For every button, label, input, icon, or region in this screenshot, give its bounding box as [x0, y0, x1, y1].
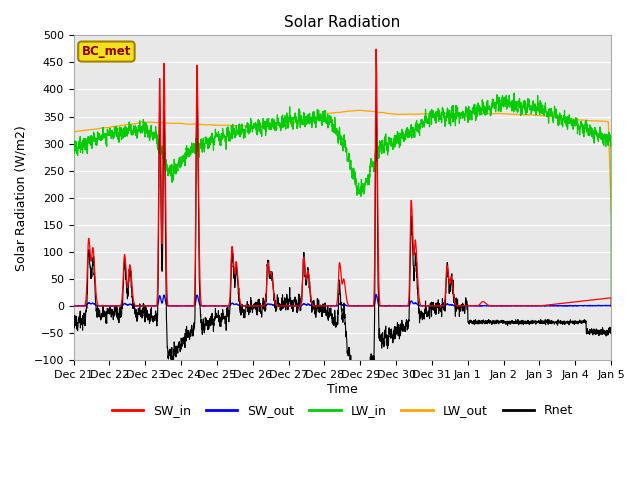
Line: SW_in: SW_in	[74, 49, 640, 306]
LW_out	[252, 123, 259, 129]
LW_out	[543, 113, 550, 119]
LW_out	[470, 111, 477, 117]
Rnet	[470, 318, 478, 324]
SW_out	[433, 303, 441, 309]
SW_out	[543, 303, 551, 309]
Line: LW_in: LW_in	[74, 93, 640, 306]
LW_out	[611, 303, 618, 309]
Rnet	[433, 301, 441, 307]
SW_out	[470, 303, 477, 309]
SW_in	[252, 303, 259, 309]
Rnet	[470, 320, 477, 325]
Title: Solar Radiation: Solar Radiation	[284, 15, 401, 30]
LW_out	[356, 108, 364, 113]
SW_in	[470, 303, 477, 309]
Rnet	[543, 318, 551, 324]
Rnet	[193, 95, 201, 101]
SW_out	[70, 303, 77, 309]
SW_in	[543, 302, 550, 308]
SW_in	[500, 303, 508, 309]
LW_out	[470, 111, 477, 117]
SW_out	[252, 303, 259, 309]
LW_in	[470, 103, 477, 108]
LW_out	[500, 111, 508, 117]
LW_in	[510, 90, 518, 96]
Legend: SW_in, SW_out, LW_in, LW_out, Rnet: SW_in, SW_out, LW_in, LW_out, Rnet	[107, 399, 578, 422]
X-axis label: Time: Time	[327, 383, 358, 396]
LW_in	[500, 95, 508, 100]
LW_in	[70, 138, 77, 144]
Line: LW_out: LW_out	[74, 110, 640, 306]
LW_in	[252, 126, 259, 132]
SW_out	[500, 303, 508, 309]
Rnet	[70, 313, 77, 319]
SW_out	[70, 303, 77, 309]
SW_out	[372, 291, 380, 297]
Rnet	[500, 320, 508, 326]
SW_in	[372, 47, 380, 52]
SW_in	[470, 303, 477, 309]
Rnet	[252, 300, 259, 305]
SW_out	[470, 303, 478, 309]
LW_in	[543, 114, 550, 120]
LW_in	[470, 104, 477, 110]
LW_in	[433, 114, 441, 120]
Rnet	[357, 389, 365, 395]
LW_in	[607, 303, 615, 309]
Text: BC_met: BC_met	[82, 45, 131, 58]
SW_in	[70, 303, 77, 309]
Y-axis label: Solar Radiation (W/m2): Solar Radiation (W/m2)	[15, 125, 28, 271]
SW_in	[433, 303, 441, 309]
LW_out	[70, 129, 77, 134]
Line: SW_out: SW_out	[74, 294, 640, 306]
LW_out	[433, 111, 441, 117]
Line: Rnet: Rnet	[74, 98, 640, 392]
